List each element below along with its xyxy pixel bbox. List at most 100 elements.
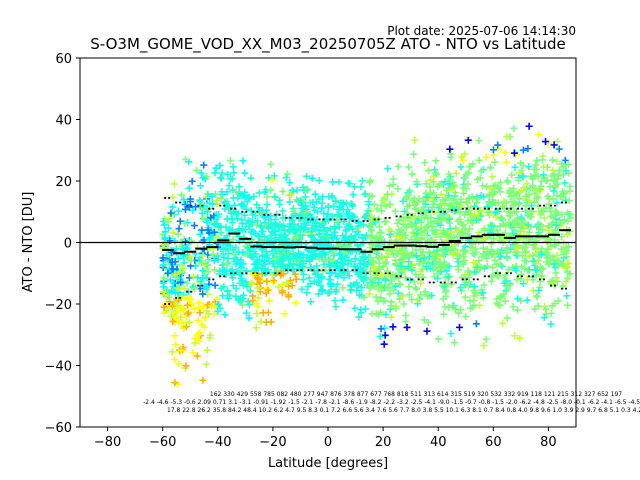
scatter-point [211, 169, 219, 177]
scatter-point [458, 153, 466, 161]
scatter-point [388, 313, 396, 321]
scatter-point [408, 250, 416, 258]
scatter-point [194, 316, 202, 324]
scatter-point [442, 286, 450, 294]
scatter-point [238, 301, 246, 309]
scatter-point [216, 267, 224, 275]
scatter-point [293, 196, 301, 204]
scatter-point [391, 256, 399, 264]
scatter-point [358, 249, 366, 257]
scatter-point [243, 309, 251, 317]
scatter-point [472, 320, 480, 328]
scatter-point [432, 157, 440, 165]
scatter-point [523, 180, 531, 188]
scatter-point [559, 171, 567, 179]
scatter-point [351, 183, 359, 191]
scatter-point [376, 265, 384, 273]
scatter-point [160, 291, 168, 299]
scatter-point [169, 279, 177, 287]
scatter-point [533, 293, 541, 301]
scatter-point [263, 277, 271, 285]
scatter-point [239, 157, 247, 165]
scatter-point [249, 270, 257, 278]
chart-title: S-O3M_GOME_VOD_XX_M03_20250705Z ATO - NT… [90, 35, 566, 54]
scatter-point [332, 286, 340, 294]
scatter-point [320, 261, 328, 269]
scatter-point [199, 252, 207, 260]
scatter-point [389, 286, 397, 294]
scatter-point [258, 227, 266, 235]
scatter-point [309, 238, 317, 246]
scatter-point [167, 312, 175, 320]
scatter-point [252, 324, 260, 332]
scatter-point [290, 267, 298, 275]
scatter-point [172, 341, 180, 349]
scatter-point [358, 233, 366, 241]
scatter-point [381, 244, 389, 252]
scatter-point [479, 244, 487, 252]
scatter-point [358, 177, 366, 185]
scatter-point [386, 280, 394, 288]
scatter-point [279, 281, 287, 289]
scatter-point [552, 269, 560, 277]
scatter-point [216, 161, 224, 169]
scatter-point [482, 335, 490, 343]
scatter-point [411, 136, 419, 144]
scatter-point [450, 196, 458, 204]
x-tick-label: −60 [149, 435, 176, 450]
scatter-point [232, 284, 240, 292]
scatter-point [546, 278, 554, 286]
scatter-point [546, 204, 554, 212]
scatter-point [296, 261, 304, 269]
scatter-point [480, 281, 488, 289]
scatter-point [428, 291, 436, 299]
scatter-point [375, 254, 383, 262]
scatter-point [556, 166, 564, 174]
scatter-point [475, 137, 483, 145]
scatter-point [499, 202, 507, 210]
scatter-point [377, 325, 385, 333]
scatter-point [425, 167, 433, 175]
scatter-point [403, 193, 411, 201]
scatter-point [533, 246, 541, 254]
scatter-point [533, 194, 541, 202]
scatter-point [427, 218, 435, 226]
scatter-point [191, 334, 199, 342]
scatter-point [420, 254, 428, 262]
scatter-point [267, 234, 275, 242]
scatter-point [462, 248, 470, 256]
scatter-point [316, 240, 324, 248]
scatter-point [247, 280, 255, 288]
scatter-point [497, 179, 505, 187]
scatter-point [409, 228, 417, 236]
scatter-point [367, 226, 375, 234]
scatter-point [477, 212, 485, 220]
scatter-point [361, 190, 369, 198]
scatter-point [271, 193, 279, 201]
scatter-point [380, 218, 388, 226]
scatter-point [488, 201, 496, 209]
scatter-point [559, 250, 567, 258]
scatter-point [558, 211, 566, 219]
stats-line: 17.8 22.8 26.2 35.8 84.2 48.4 10.2 6.2 4… [167, 407, 640, 414]
scatter-point [228, 175, 236, 183]
scatter-point [195, 304, 203, 312]
scatter-point [315, 177, 323, 185]
scatter-point [277, 255, 285, 263]
scatter-point [181, 285, 189, 293]
scatter-point [210, 228, 218, 236]
scatter-point [217, 229, 225, 237]
scatter-point [375, 223, 383, 231]
scatter-point [311, 190, 319, 198]
scatter-point [208, 193, 216, 201]
scatter-point [192, 203, 200, 211]
scatter-point [366, 177, 374, 185]
scatter-point [498, 246, 506, 254]
scatter-point [566, 187, 574, 195]
scatter-point [447, 201, 455, 209]
scatter-point [212, 164, 220, 172]
scatter-point [475, 156, 483, 164]
scatter-point [300, 225, 308, 233]
scatter-point [430, 253, 438, 261]
scatter-point [282, 174, 290, 182]
